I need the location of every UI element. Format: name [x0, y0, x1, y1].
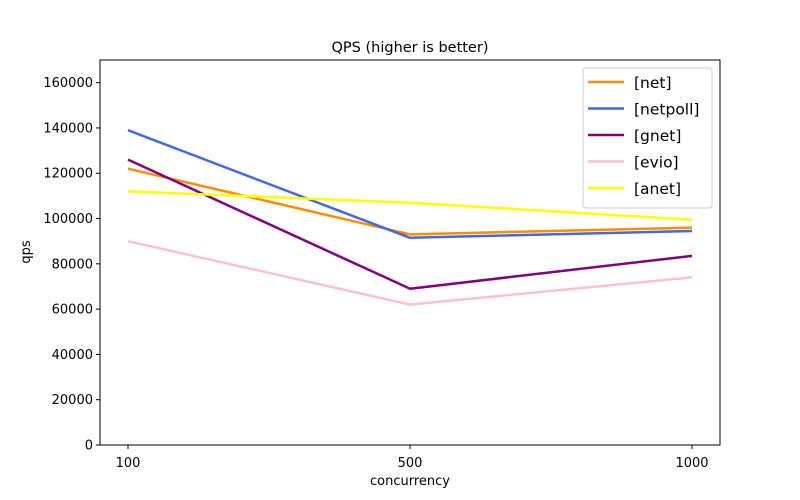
chart-title: QPS (higher is better)	[332, 40, 489, 56]
series-line	[127, 158, 693, 290]
legend-label: [anet]	[634, 180, 681, 198]
series-lines	[127, 129, 693, 306]
series-line	[127, 167, 693, 236]
y-tick-label: 20000	[52, 393, 93, 408]
x-axis-label: concurrency	[370, 474, 450, 489]
legend: [net] [netpoll] [gnet] [evio] [anet]	[582, 67, 713, 209]
x-axis: 100 500 1000	[116, 445, 709, 471]
y-tick-label: 40000	[52, 348, 93, 363]
x-tick-label: 1000	[675, 456, 708, 471]
legend-label: [evio]	[634, 154, 679, 172]
y-tick-label: 120000	[43, 167, 93, 182]
legend-label: [gnet]	[634, 127, 681, 145]
y-tick-label: 0	[85, 439, 93, 454]
series-line	[127, 190, 693, 221]
x-tick-label: 100	[116, 456, 141, 471]
series-line	[127, 239, 693, 306]
series-line	[127, 129, 693, 240]
y-axis-label: qps	[19, 240, 34, 264]
legend-box	[582, 67, 713, 209]
y-tick-label: 80000	[52, 257, 93, 272]
y-tick-label: 160000	[43, 76, 93, 91]
legend-label: [netpoll]	[634, 101, 699, 119]
y-tick-label: 100000	[43, 212, 93, 227]
y-axis: 0 20000 40000 60000 80000 100000 120000 140000 1…	[43, 76, 100, 454]
x-tick-label: 500	[398, 456, 423, 471]
legend-label: [net]	[634, 74, 672, 92]
y-tick-label: 60000	[52, 303, 93, 318]
y-tick-label: 140000	[43, 121, 93, 136]
